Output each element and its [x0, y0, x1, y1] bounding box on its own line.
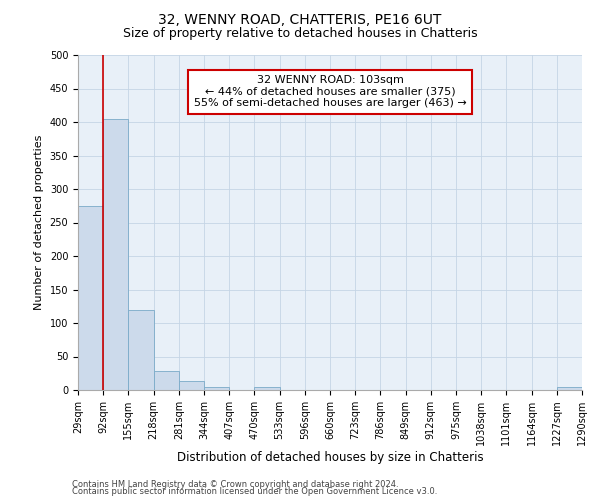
Bar — [128, 310, 154, 390]
Bar — [179, 380, 204, 390]
Bar — [154, 371, 179, 390]
Bar — [254, 386, 280, 390]
Text: Size of property relative to detached houses in Chatteris: Size of property relative to detached ho… — [122, 28, 478, 40]
Bar — [103, 118, 128, 390]
X-axis label: Distribution of detached houses by size in Chatteris: Distribution of detached houses by size … — [176, 451, 484, 464]
Text: 32 WENNY ROAD: 103sqm
← 44% of detached houses are smaller (375)
55% of semi-det: 32 WENNY ROAD: 103sqm ← 44% of detached … — [194, 75, 466, 108]
Bar — [78, 206, 103, 390]
Text: 32, WENNY ROAD, CHATTERIS, PE16 6UT: 32, WENNY ROAD, CHATTERIS, PE16 6UT — [158, 12, 442, 26]
Text: Contains HM Land Registry data © Crown copyright and database right 2024.: Contains HM Land Registry data © Crown c… — [72, 480, 398, 489]
Bar — [204, 388, 229, 390]
Text: Contains public sector information licensed under the Open Government Licence v3: Contains public sector information licen… — [72, 487, 437, 496]
Y-axis label: Number of detached properties: Number of detached properties — [34, 135, 44, 310]
Bar — [557, 386, 582, 390]
